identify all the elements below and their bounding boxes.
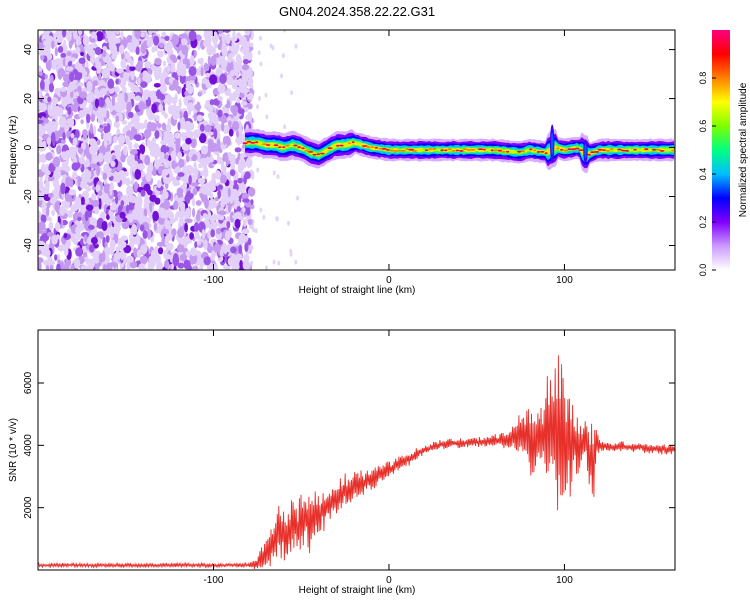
snr-frame (37, 329, 676, 571)
colorbar-gradient (712, 30, 730, 270)
spectrogram-y-tick-label: 0 (23, 144, 34, 150)
snr-y-tick-label: 4000 (23, 434, 34, 457)
spectrogram-y-tick-label: 40 (23, 44, 34, 56)
spectrogram-x-tick-label: 100 (556, 275, 573, 286)
snr-y-tick-label: 6000 (23, 371, 34, 394)
snr-x-tick-label: -100 (203, 575, 223, 586)
spectrogram-x-tick-label: 0 (386, 275, 392, 286)
spectrogram-panel: -100 0 100 -40 -20 0 20 40 Height of straight … (8, 29, 676, 296)
spectrogram-x-tick-label: -100 (203, 275, 223, 286)
spectrogram-y-tick-label: 20 (23, 93, 34, 105)
colorbar-tick-label: 0.2 (698, 216, 708, 229)
snr-y-ticks: 2000 4000 6000 (23, 371, 675, 519)
spectrogram-y-ticks: -40 -20 0 20 40 (23, 44, 675, 253)
colorbar: 0.0 0.2 0.4 0.6 0.8 Normalized spectral ampl… (698, 30, 749, 276)
spectrogram-noise (38, 30, 303, 270)
colorbar-tick-label: 0.6 (698, 120, 708, 133)
spectrogram-image (38, 30, 675, 270)
snr-x-tick-label: 100 (556, 575, 573, 586)
colorbar-tick-label: 0.8 (698, 72, 708, 85)
snr-x-label: Height of straight line (km) (299, 585, 416, 596)
colorbar-label: Normalized spectral amplitude (738, 82, 749, 217)
spectrogram-frame (37, 29, 676, 271)
colorbar-ticks: 0.0 0.2 0.4 0.6 0.8 (698, 72, 716, 277)
spectrogram-x-ticks: -100 0 100 (203, 30, 573, 286)
snr-series-line (38, 355, 675, 570)
signal-band-layer-5 (245, 140, 675, 157)
spectrogram-signal-band (242, 124, 675, 174)
spectrogram-y-tick-label: -20 (23, 189, 34, 204)
snr-plot-area (38, 355, 675, 570)
spectrogram-y-label: Frequency (Hz) (8, 116, 19, 185)
snr-y-tick-label: 2000 (23, 496, 34, 519)
snr-panel: -100 0 100 2000 4000 6000 Height of straight… (8, 329, 676, 596)
figure-title: GN04.2024.358.22.22.G31 (279, 4, 435, 19)
snr-x-tick-label: 0 (386, 575, 392, 586)
snr-y-label: SNR (10 * v/v) (8, 418, 19, 482)
spectrogram-x-label: Height of straight line (km) (299, 285, 416, 296)
snr-x-ticks: -100 0 100 (203, 330, 573, 586)
colorbar-tick-label: 0.0 (698, 264, 708, 277)
colorbar-tick-label: 0.4 (698, 168, 708, 181)
spectrogram-y-tick-label: -40 (23, 238, 34, 253)
